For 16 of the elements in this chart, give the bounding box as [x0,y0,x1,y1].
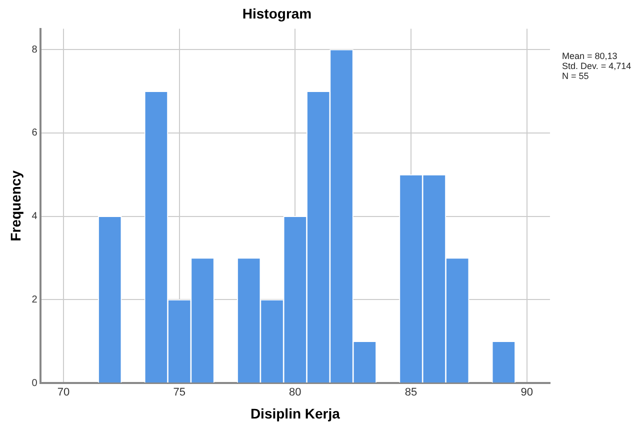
x-tick-label: 70 [57,386,70,399]
y-tick-label: 6 [32,128,38,139]
chart-title: Histogram [242,5,312,22]
text: Mean = 80,13 [562,51,618,61]
x-tick-label: 75 [173,386,186,399]
y-tick-label: 0 [32,378,38,389]
x-tick-label: 90 [520,386,533,399]
x-axis-title: Disiplin Kerja [250,405,340,422]
x-tick-label: 85 [404,386,418,399]
text: Std. Dev. = 4,714 [562,61,632,71]
y-axis-title: Frequency [7,170,24,242]
y-tick-label: 4 [32,211,38,222]
x-tick-label: 80 [289,386,302,399]
text: N = 55 [562,71,590,81]
y-tick-label: 2 [32,294,38,306]
y-tick-label: 8 [32,44,38,56]
